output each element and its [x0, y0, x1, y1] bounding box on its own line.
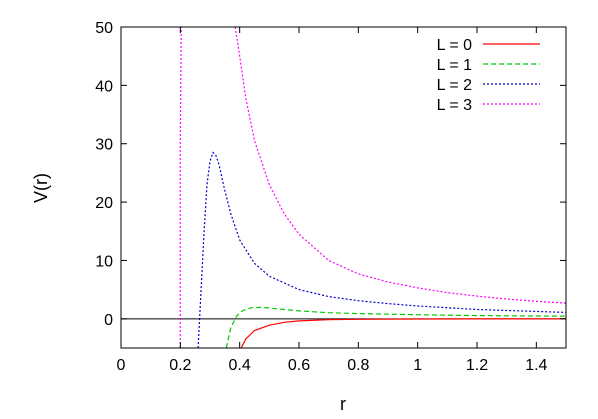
legend: L = 0 L = 1 L = 2 L = 3 — [437, 37, 540, 114]
series-line-4 — [179, 27, 182, 348]
plot-frame — [120, 26, 567, 349]
y-tick-label: 30 — [95, 137, 113, 154]
axis-layer: 0 0.2 0.4 0.6 0.8 1 1.2 1.4 0 10 20 30 40 50 — [95, 20, 566, 374]
y-tick-label: 50 — [95, 20, 113, 37]
series-line-0 — [240, 318, 566, 348]
legend-label: L = 2 — [437, 77, 473, 94]
series-layer — [179, 27, 566, 348]
y-tick-label: 20 — [95, 195, 113, 212]
x-tick-label: 0.2 — [169, 357, 191, 374]
x-tick-label: 0.6 — [288, 357, 310, 374]
x-tick-label: 1 — [413, 357, 422, 374]
x-tick-label: 0 — [117, 357, 126, 374]
y-tick-label: 10 — [95, 253, 113, 270]
legend-label: L = 0 — [437, 37, 473, 54]
x-tick-label: 1.2 — [466, 357, 488, 374]
y-axis-title: V(r) — [31, 173, 51, 203]
legend-label: L = 3 — [437, 97, 473, 114]
x-tick-label: 0.4 — [229, 357, 251, 374]
x-tick-label: 0.8 — [347, 357, 369, 374]
y-tick-label: 0 — [104, 312, 113, 329]
legend-label: L = 1 — [437, 57, 473, 74]
x-tick-label: 1.4 — [525, 357, 547, 374]
series-line-2 — [197, 151, 566, 348]
x-axis-title: r — [340, 394, 346, 414]
y-tick-label: 40 — [95, 78, 113, 95]
series-line-1 — [225, 306, 566, 348]
series-line-3 — [234, 27, 566, 304]
